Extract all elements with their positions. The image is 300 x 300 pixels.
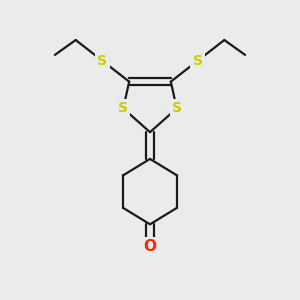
Text: S: S [193, 54, 202, 68]
Text: S: S [118, 101, 128, 116]
Text: S: S [172, 101, 182, 116]
Text: O: O [143, 239, 157, 254]
Text: S: S [98, 54, 107, 68]
